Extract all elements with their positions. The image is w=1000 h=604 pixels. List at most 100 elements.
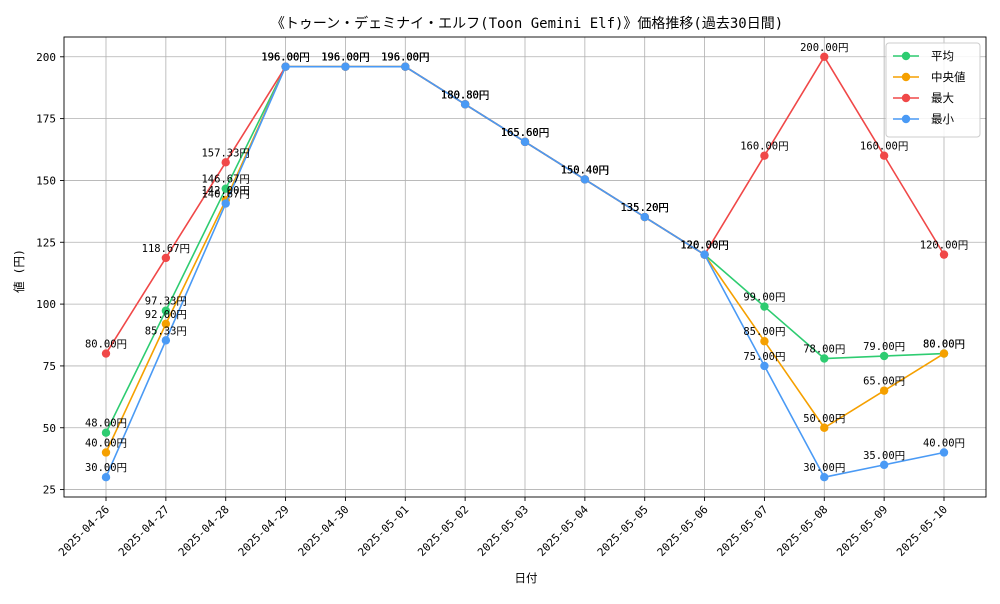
data-label: 135.20円 xyxy=(620,202,668,214)
data-label: 196.00円 xyxy=(321,52,369,64)
data-point xyxy=(939,448,949,457)
legend-label: 最大 xyxy=(931,91,954,105)
data-point xyxy=(101,428,111,437)
data-point xyxy=(221,158,230,167)
chart-title: 《トゥーン・デェミナイ・エルフ(Toon Gemini Elf)》価格推移(過去… xyxy=(271,15,783,32)
data-label: 78.00円 xyxy=(803,344,845,356)
data-label: 118.67円 xyxy=(142,243,190,255)
data-label: 200.00円 xyxy=(800,42,848,54)
data-point xyxy=(820,423,829,432)
data-point xyxy=(161,319,171,329)
data-point xyxy=(101,349,111,358)
data-point xyxy=(221,199,230,208)
data-label: 75.00円 xyxy=(743,351,785,363)
data-label: 160.00円 xyxy=(740,141,788,153)
y-tick-label: 200 xyxy=(36,51,56,64)
legend-item: 平均 xyxy=(893,49,954,63)
data-label: 196.00円 xyxy=(381,52,429,64)
data-label: 165.60円 xyxy=(501,127,549,139)
data-label: 120.00円 xyxy=(680,240,728,252)
y-tick-label: 100 xyxy=(36,298,56,311)
y-tick-label: 125 xyxy=(36,236,56,249)
data-point xyxy=(820,473,829,482)
y-tick-label: 50 xyxy=(43,422,56,435)
data-label: 146.67円 xyxy=(201,174,249,186)
data-point xyxy=(101,448,111,457)
data-labels: 48.00円 97.33円 146.67円 196.00円 196.00円 196.00円… xyxy=(85,42,968,474)
data-label: 85.00円 xyxy=(743,326,785,338)
data-label: 120.00円 xyxy=(680,240,728,252)
y-tick-label: 25 xyxy=(43,484,56,497)
data-point xyxy=(760,151,769,160)
data-point xyxy=(939,250,949,259)
data-label: 196.00円 xyxy=(261,52,309,64)
legend-item: 中央値 xyxy=(893,70,966,84)
data-label: 160.00円 xyxy=(860,141,908,153)
data-label: 157.33円 xyxy=(201,147,249,159)
y-axis-label: 値 (円) xyxy=(12,249,26,293)
data-point xyxy=(221,184,230,193)
data-label: 165.60円 xyxy=(501,127,549,139)
data-point xyxy=(820,354,829,363)
data-label: 92.00円 xyxy=(145,309,187,321)
data-label: 165.60円 xyxy=(501,127,549,139)
series-3 xyxy=(101,62,949,482)
data-point xyxy=(760,361,769,371)
legend-label: 最小 xyxy=(931,112,954,126)
data-label: 196.00円 xyxy=(261,52,309,64)
data-label: 30.00円 xyxy=(803,462,845,474)
data-label: 120.00円 xyxy=(680,240,728,252)
data-point xyxy=(401,62,410,71)
data-label: 97.33円 xyxy=(145,296,187,308)
data-label: 79.00円 xyxy=(863,341,905,353)
data-point xyxy=(820,52,829,61)
legend-marker xyxy=(901,72,911,82)
legend-marker xyxy=(901,51,911,61)
data-point xyxy=(341,62,350,71)
data-label: 50.00円 xyxy=(803,413,845,425)
data-label: 40.00円 xyxy=(923,437,965,449)
data-label: 135.20円 xyxy=(620,202,668,214)
data-point xyxy=(879,386,889,395)
data-point xyxy=(520,137,530,147)
data-label: 196.00円 xyxy=(381,52,429,64)
data-label: 150.40円 xyxy=(561,164,609,176)
data-label: 35.00円 xyxy=(863,450,905,462)
data-label: 196.00円 xyxy=(321,52,369,64)
data-point xyxy=(760,302,769,311)
data-label: 150.40円 xyxy=(561,164,609,176)
data-label: 196.00円 xyxy=(381,52,429,64)
data-label: 140.67円 xyxy=(201,189,249,201)
data-label: 135.20円 xyxy=(620,202,668,214)
data-point xyxy=(879,460,889,470)
data-label: 99.00円 xyxy=(743,292,785,304)
legend-marker xyxy=(901,114,911,124)
data-label: 48.00円 xyxy=(85,418,127,430)
data-label: 180.80円 xyxy=(441,89,489,101)
data-label: 165.60円 xyxy=(501,127,549,139)
legend-marker xyxy=(901,93,911,103)
data-label: 120.00円 xyxy=(680,240,728,252)
series-layer xyxy=(101,52,949,482)
data-label: 150.40円 xyxy=(561,164,609,176)
y-tick-label: 150 xyxy=(36,174,56,187)
data-point xyxy=(640,212,649,222)
data-label: 30.00円 xyxy=(85,462,127,474)
data-label: 40.00円 xyxy=(85,437,127,449)
data-label: 196.00円 xyxy=(261,52,309,64)
data-label: 135.20円 xyxy=(620,202,668,214)
data-point xyxy=(460,100,470,109)
data-point xyxy=(879,151,889,160)
data-label: 196.00円 xyxy=(321,52,369,64)
data-point xyxy=(161,306,171,315)
legend-label: 平均 xyxy=(931,49,954,63)
data-point xyxy=(939,349,949,358)
data-label: 196.00円 xyxy=(261,52,309,64)
data-point xyxy=(760,336,769,346)
y-tick-label: 175 xyxy=(36,113,56,126)
data-label: 180.80円 xyxy=(441,89,489,101)
grid xyxy=(64,37,986,497)
data-point xyxy=(101,473,111,482)
